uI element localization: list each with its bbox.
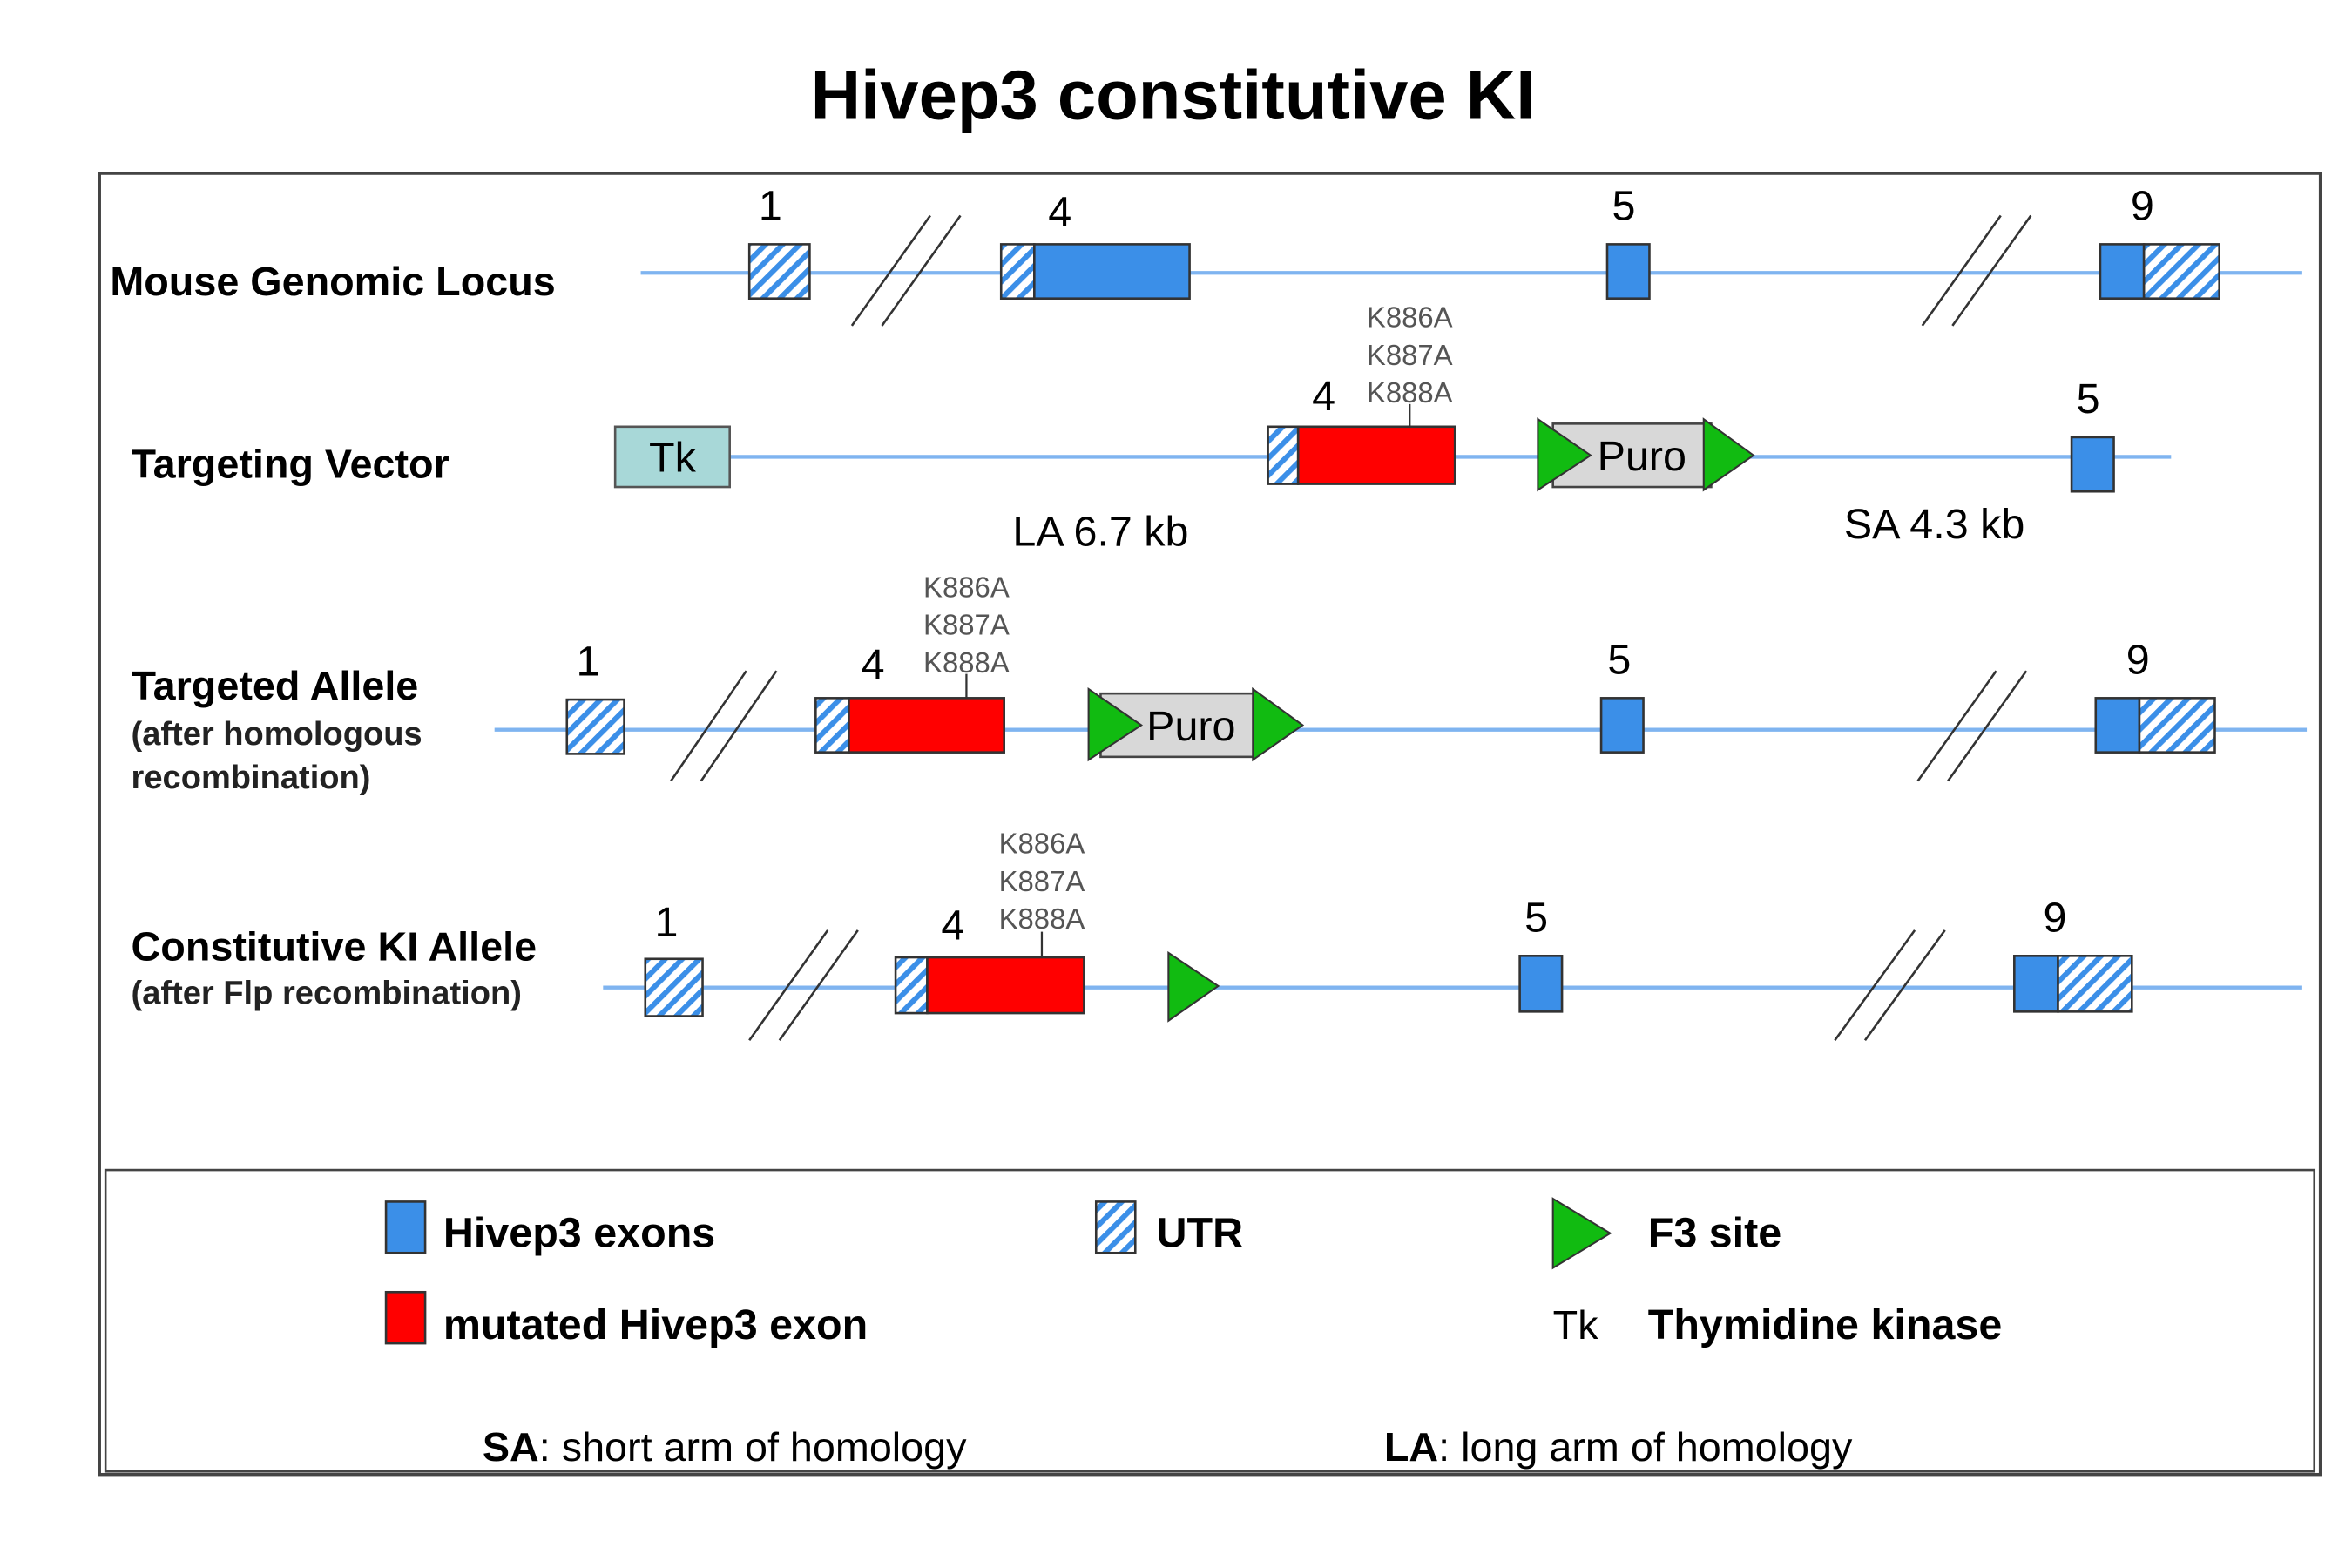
- legend-utr-swatch: [1094, 1200, 1137, 1254]
- exon-number: 5: [2077, 375, 2100, 422]
- row-constitutive-ki-allele: Constitutive KI Allele (after Flp recomb…: [132, 828, 2302, 1041]
- row-label: Constitutive KI Allele: [132, 923, 537, 969]
- f3-site-icon: [1252, 686, 1305, 762]
- la-abbr: LA: [1384, 1424, 1438, 1470]
- mutation-label: K888A: [923, 646, 1010, 679]
- exon-9-utr: [2057, 955, 2133, 1013]
- tk-box: [613, 425, 731, 489]
- legend-tk-label: Thymidine kinase: [1648, 1301, 2003, 1348]
- exon-number: 9: [2044, 895, 2067, 942]
- exon-5: [1518, 955, 1564, 1013]
- exon-number: 1: [655, 899, 679, 946]
- exon-9: [2094, 697, 2141, 754]
- exon-9-utr: [2138, 697, 2216, 754]
- exon-number: 4: [1312, 373, 1335, 420]
- tk-label: Tk: [649, 435, 697, 482]
- f3-site-icon: [1167, 950, 1220, 1023]
- row-sublabel: (after homologous: [132, 716, 422, 753]
- row-label: Targeting Vector: [132, 442, 449, 487]
- row-genomic-locus: Mouse Genomic Locus 1 4 5 9: [110, 183, 2302, 327]
- f3-site-icon: [1702, 417, 1755, 492]
- mutation-label: K886A: [999, 828, 1085, 860]
- exon-4-utr: [894, 956, 929, 1015]
- sa-text: : short arm of homology: [539, 1424, 967, 1470]
- legend-la-note: LA: long arm of homology: [1384, 1424, 1853, 1470]
- legend-exons-label: Hivep3 exons: [443, 1209, 715, 1256]
- mutated-exon-4: [926, 956, 1085, 1015]
- legend-mutated-label: mutated Hivep3 exon: [443, 1301, 868, 1348]
- puro-label: Puro: [1146, 703, 1235, 750]
- exon-4-utr: [999, 243, 1036, 300]
- mutation-label: K887A: [1367, 339, 1453, 371]
- mutation-label: K887A: [999, 865, 1085, 897]
- diagram-title: Hivep3 constitutive KI: [811, 57, 1536, 134]
- exon-9: [2013, 955, 2059, 1013]
- legend-mutated-swatch: [384, 1290, 427, 1345]
- exon-4-utr: [1267, 425, 1300, 485]
- mutation-label: K888A: [1367, 376, 1453, 409]
- mutation-label: K887A: [923, 609, 1010, 641]
- mutation-label: K888A: [999, 902, 1085, 935]
- exon-number: 9: [2126, 637, 2150, 684]
- legend-f3-label: F3 site: [1648, 1209, 1782, 1256]
- exon-number: 5: [1612, 183, 1636, 230]
- legend-sa-note: SA: short arm of homology: [483, 1424, 967, 1470]
- exon-number: 4: [941, 902, 964, 949]
- f3-site-icon: [1551, 1197, 1612, 1270]
- exon-1-utr: [565, 698, 625, 755]
- exon-5: [2070, 436, 2115, 493]
- exon-number: 1: [577, 638, 600, 685]
- exon-number: 4: [862, 641, 885, 688]
- exon-1-utr: [644, 957, 704, 1017]
- row-label: Mouse Genomic Locus: [110, 259, 555, 304]
- legend-box: [104, 1168, 2316, 1473]
- row-targeted-allele: Targeted Allele (after homologous recomb…: [132, 571, 2308, 796]
- exon-number: 5: [1607, 637, 1631, 684]
- sa-abbr: SA: [483, 1424, 539, 1470]
- short-arm-label: SA 4.3 kb: [1844, 501, 2024, 548]
- exon-4: [1033, 243, 1191, 300]
- exon-number: 4: [1048, 189, 1071, 236]
- exon-4-utr: [814, 697, 850, 754]
- legend: Hivep3 exons UTR F3 site mutated Hivep3 …: [104, 1168, 2316, 1473]
- mutated-exon-4: [1296, 425, 1456, 485]
- f3-site-icon: [1537, 417, 1592, 492]
- row-targeting-vector: Targeting Vector Tk 4 K886A K887A K888A …: [132, 301, 2172, 556]
- puro-label: Puro: [1598, 433, 1686, 480]
- exon-number: 1: [759, 183, 782, 230]
- la-text: : long arm of homology: [1438, 1424, 1853, 1470]
- exon-9: [2099, 243, 2146, 300]
- legend-tk-symbol: Tk: [1553, 1302, 1599, 1348]
- exon-number: 9: [2131, 183, 2154, 230]
- row-sublabel: (after Flp recombination): [132, 976, 522, 1012]
- legend-exon-swatch: [384, 1200, 427, 1254]
- exon-number: 5: [1524, 895, 1548, 942]
- exon-5: [1605, 243, 1651, 300]
- exon-5: [1599, 697, 1645, 754]
- mutated-exon-4: [848, 697, 1005, 754]
- exon-1-utr: [747, 243, 811, 300]
- mutation-label: K886A: [923, 571, 1010, 603]
- long-arm-label: LA 6.7 kb: [1012, 509, 1188, 556]
- row-label: Targeted Allele: [132, 663, 419, 708]
- mutation-label: K886A: [1367, 301, 1453, 334]
- legend-utr-label: UTR: [1156, 1209, 1243, 1256]
- f3-site-icon: [1087, 686, 1144, 762]
- exon-9-utr: [2142, 243, 2220, 300]
- row-sublabel: recombination): [132, 760, 371, 796]
- diagram-frame: [98, 172, 2322, 1477]
